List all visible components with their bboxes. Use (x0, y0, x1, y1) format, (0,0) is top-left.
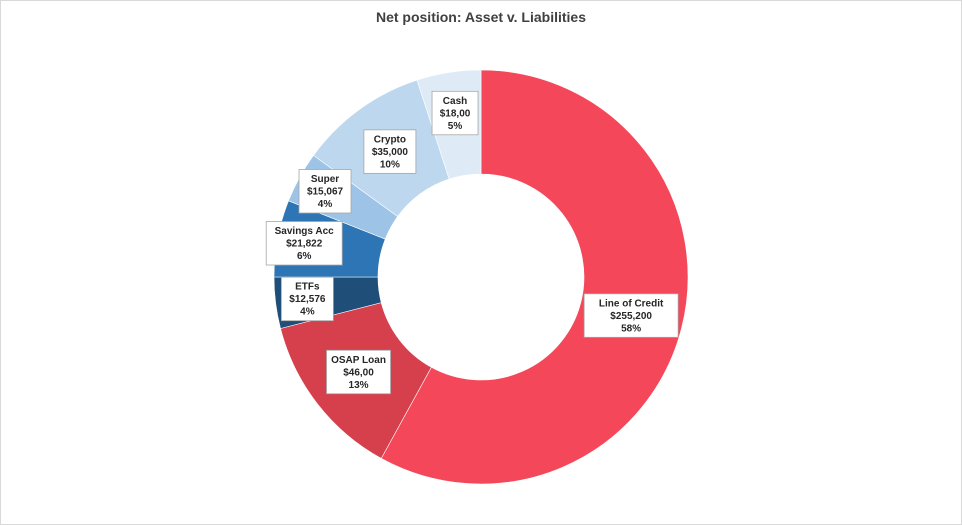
data-label-percent: 4% (300, 307, 315, 318)
data-label-name: Cash (443, 96, 467, 107)
data-label-name: Line of Credit (599, 298, 664, 309)
data-label-box (298, 169, 352, 214)
data-label-box (431, 90, 479, 136)
data-label-percent: 10% (380, 159, 400, 170)
data-label-value: $15,067 (307, 186, 344, 197)
slice-line-of-credit (380, 69, 689, 485)
data-label-percent: 4% (318, 199, 333, 210)
data-label-super: Super$15,067 4% (298, 169, 352, 214)
data-label-name: Super (311, 174, 339, 185)
data-label-value: $21,822 (286, 239, 323, 250)
data-label-value: $255,200 (610, 311, 652, 322)
data-label-box (265, 221, 343, 266)
data-label-etfs: ETFs$12,576 4% (280, 276, 334, 322)
data-label-percent: 58% (621, 323, 641, 334)
data-label-value: $35,000 (372, 147, 409, 158)
data-label-cash: Cash$18,00 5% (431, 90, 479, 136)
data-label-osap-loan: OSAP Loan$46,00 13% (326, 349, 391, 395)
data-label-percent: 6% (297, 251, 312, 262)
data-label-name: Crypto (374, 134, 406, 145)
data-label-box (583, 293, 679, 338)
data-label-value: $18,00 (440, 108, 471, 119)
data-label-box (363, 129, 417, 174)
data-label-percent: 13% (349, 380, 369, 391)
chart-title: Net position: Asset v. Liabilities (375, 9, 587, 25)
data-label-value: $46,00 (343, 367, 374, 378)
data-label-name: Savings Acc (275, 226, 335, 237)
data-label-percent: 5% (448, 121, 463, 132)
data-label-box (326, 349, 391, 395)
data-label-name: ETFs (295, 282, 320, 293)
data-label-value: $12,576 (289, 294, 326, 305)
data-label-box (280, 276, 334, 322)
data-label-name: OSAP Loan (331, 355, 386, 366)
